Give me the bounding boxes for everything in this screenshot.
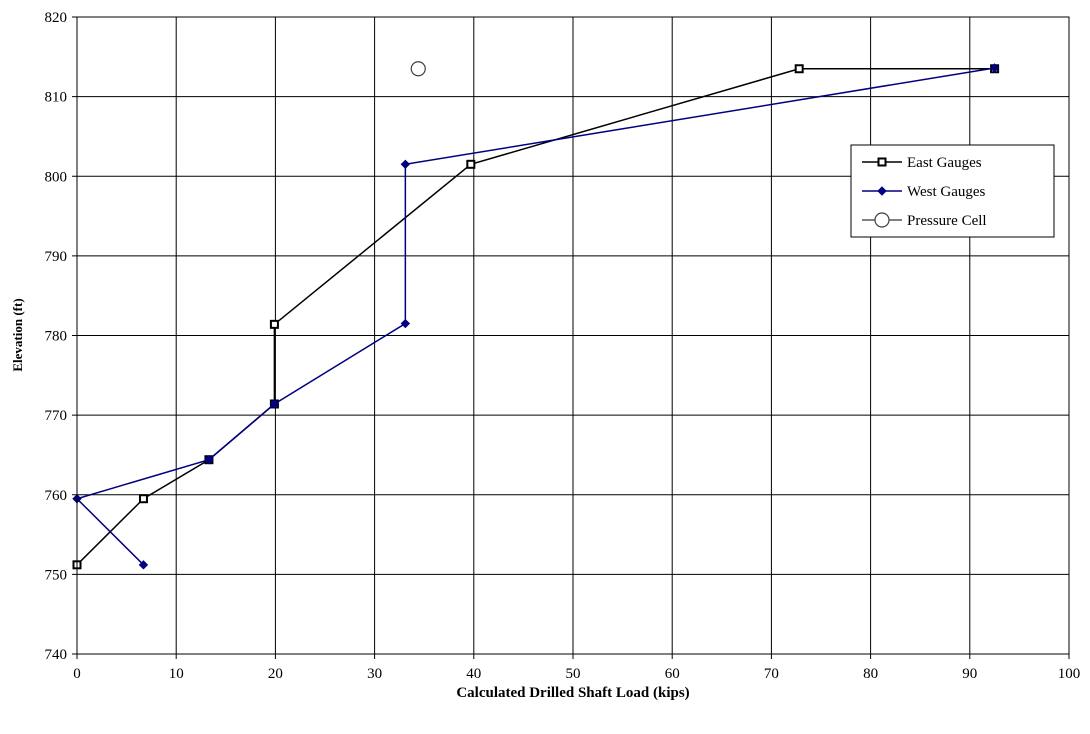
x-axis-title: Calculated Drilled Shaft Load (kips): [456, 685, 689, 701]
y-tick-label: 800: [45, 169, 68, 185]
x-tick-label: 90: [962, 666, 977, 682]
data-point-pressure-cell: [410, 61, 426, 77]
x-tick-labels: 0 10 20 30 40 50 60 70 80 90 100: [73, 666, 1080, 682]
data-point-west-gauges: [138, 560, 149, 570]
x-tick-label: 30: [367, 666, 382, 682]
x-tick-label: 10: [169, 666, 184, 682]
legend-label-east-gauges: East Gauges: [907, 155, 982, 171]
legend-item-pressure-cell: Pressure Cell: [862, 212, 987, 229]
data-point-east-gauges: [466, 159, 476, 169]
legend-label-west-gauges: West Gauges: [907, 184, 986, 200]
y-tick-label: 760: [45, 488, 68, 504]
data-point-west-gauges: [400, 159, 411, 170]
x-tick-label: 80: [863, 666, 878, 682]
data-point-east-gauges: [794, 64, 804, 74]
legend: East Gauges West Gauges Pressure Cell: [850, 144, 1055, 238]
x-tick-label: 60: [665, 666, 680, 682]
y-tick-labels: 740 750 760 770 780 790 800 810 820: [45, 10, 68, 663]
series-line-east-gauges: [76, 68, 995, 566]
y-tick-label: 820: [45, 10, 68, 26]
data-point-west-gauges: [989, 63, 1000, 73]
legend-marker-west-gauges: [877, 186, 887, 196]
y-tick-label: 790: [45, 249, 68, 265]
x-tick-label: 40: [466, 666, 481, 682]
data-point-west-gauges: [400, 318, 411, 329]
legend-marker-east-gauges: [877, 157, 887, 167]
x-tick-label: 50: [566, 666, 581, 682]
y-tick-label: 780: [45, 329, 68, 345]
legend-items: East Gauges West Gauges Pressure Cell: [862, 155, 987, 229]
legend-marker-pressure-cell: [874, 212, 890, 228]
legend-item-west-gauges: West Gauges: [862, 184, 986, 200]
series-pressure-cell: [410, 61, 426, 77]
y-tick-label: 750: [45, 567, 68, 583]
x-tick-label: 100: [1058, 666, 1081, 682]
legend-item-east-gauges: East Gauges: [862, 155, 982, 171]
plot-border: [76, 16, 1070, 655]
data-point-east-gauges: [138, 494, 148, 504]
y-axis-title: Elevation (ft): [10, 298, 25, 371]
y-tick-label: 740: [45, 647, 68, 663]
x-tick-label: 20: [268, 666, 283, 682]
x-tick-label: 70: [764, 666, 779, 682]
y-tick-label: 770: [45, 408, 68, 424]
data-point-west-gauges: [269, 399, 280, 409]
legend-label-pressure-cell: Pressure Cell: [907, 213, 987, 229]
data-point-west-gauges: [204, 455, 214, 465]
data-point-east-gauges: [269, 319, 279, 329]
x-tick-label: 0: [73, 666, 81, 682]
y-tick-label: 810: [45, 90, 68, 106]
